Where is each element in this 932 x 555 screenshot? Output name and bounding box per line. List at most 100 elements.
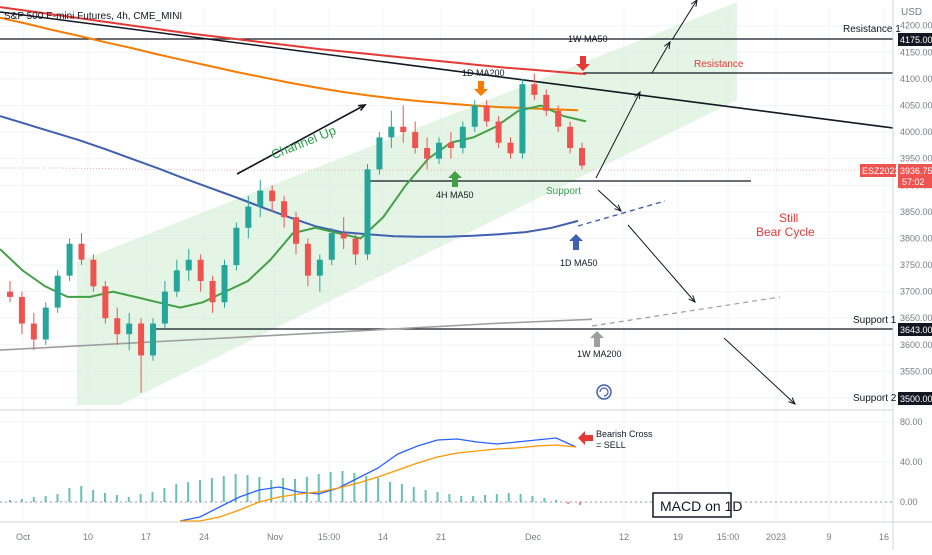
macd-histogram-bar [460,496,463,502]
candle-body [173,270,180,292]
macd-histogram-bar [389,482,391,502]
candle-body [555,110,562,127]
price-tick-label: 3950.00 [900,154,932,164]
candle-body [531,84,538,95]
macd-histogram-bar [246,475,249,502]
macd-histogram-bar [151,492,154,502]
candle-body [209,280,216,303]
refresh-icon[interactable] [596,384,612,400]
candle-body [114,318,121,335]
macd-histogram-bar [519,494,522,502]
ma-1d50-label: 1D MA50 [560,258,598,268]
macd-histogram-bar [270,480,273,502]
price-tick-label: 3750.00 [900,260,932,270]
macd-histogram-bar [56,494,59,502]
candle-body [543,94,550,111]
projection-arrow [627,224,696,303]
macd-histogram-bar [127,497,130,502]
candle-body [340,233,347,239]
price-tick-label: 3600.00 [900,340,932,350]
ma-1w200-projection [591,296,781,327]
macd-label: MACD on 1D [660,498,742,514]
symbol-badge-text: ESZ2022 [862,166,900,176]
macd-histogram-bar [424,490,427,502]
candles [7,73,585,393]
support-2-badge [898,392,932,405]
bearish-cross-label-1: Bearish Cross [596,429,653,439]
series-1d-ma50 [0,115,579,238]
candle-body [388,126,395,138]
support-label: Support [546,186,581,197]
x-tick-label: 17 [141,532,151,542]
moving-averages [0,6,894,351]
macd-histogram-bar [163,488,166,502]
candle-body [78,243,85,260]
candle-body [316,259,323,276]
price-tick-label: 4200.00 [900,21,932,31]
candle-body [364,169,371,255]
macd-histogram-bar [20,499,23,502]
price-tick-label: 4050.00 [900,100,932,110]
candle-body [257,190,264,207]
ma-4h50-arrow [448,171,462,187]
resistance-1-label: Resistance 1 [843,24,901,35]
price-tick-label: 3700.00 [900,287,932,297]
arrow-head [690,0,698,7]
ma-4h50-label: 4H MA50 [436,190,474,200]
macd-histogram-bar [210,478,213,502]
ma-1d200-arrow [474,81,488,96]
macd-tick-label: 40.00 [900,457,923,467]
price-tick-label: 3650.00 [900,313,932,323]
candle-body [376,137,383,170]
macd-histogram-bar [282,478,285,502]
candle-body [221,265,228,303]
candle-body [42,307,49,340]
candle-body [519,84,526,154]
candle-body [90,259,97,287]
ma-1w50-arrow [576,56,590,71]
macd-histogram-bar [507,493,510,502]
macd-histogram-bar [543,498,546,502]
macd-histogram-bar [400,484,403,502]
x-tick-label: 16 [879,532,889,542]
candle-body [150,323,156,356]
ma-1w200-arrow [590,331,604,347]
candle-body [436,142,442,159]
candle-body [269,190,276,202]
x-tick-label: 24 [199,532,209,542]
candle-body [281,201,288,218]
bear-cycle-label-1: Still [779,211,798,225]
macd-histogram-bar [115,495,118,502]
macd-histogram-bar [377,478,380,502]
chart-title: S&P 500 E-mini Futures, 4h, CME_MINI [4,11,182,22]
candle-body [18,296,25,324]
candle-body [424,148,431,159]
macd-histogram-bar [305,477,308,502]
price-tick-label: 3850.00 [900,207,932,217]
macd-histogram-bar [353,473,356,502]
arrow-head [664,40,671,50]
projection-arrow [651,41,671,74]
x-tick-label: 2023 [766,532,786,542]
arrow-head [788,397,796,405]
ma-1d200-label: 1D MA200 [462,68,505,78]
projection-arrow [723,337,796,405]
series-1w-ma50 [0,6,587,76]
price-tick-label: 4150.00 [900,47,932,57]
macd-histogram-bar [9,500,11,502]
macd-histogram-bar [412,487,415,502]
support-2-label: Support 2 [853,393,897,404]
candle-body [185,259,192,271]
bearish-cross-label-2: = SELL [596,440,626,450]
candle-body [459,126,466,149]
candle-body [66,243,73,276]
macd-line [179,437,577,522]
candle-body [126,323,133,335]
candle-body [471,105,478,127]
macd-histogram-bar [187,482,190,502]
projection-arrow [595,91,641,179]
x-tick-label: Dec [525,532,542,542]
candle-body [161,291,168,324]
macd-histogram-bar [329,472,332,502]
